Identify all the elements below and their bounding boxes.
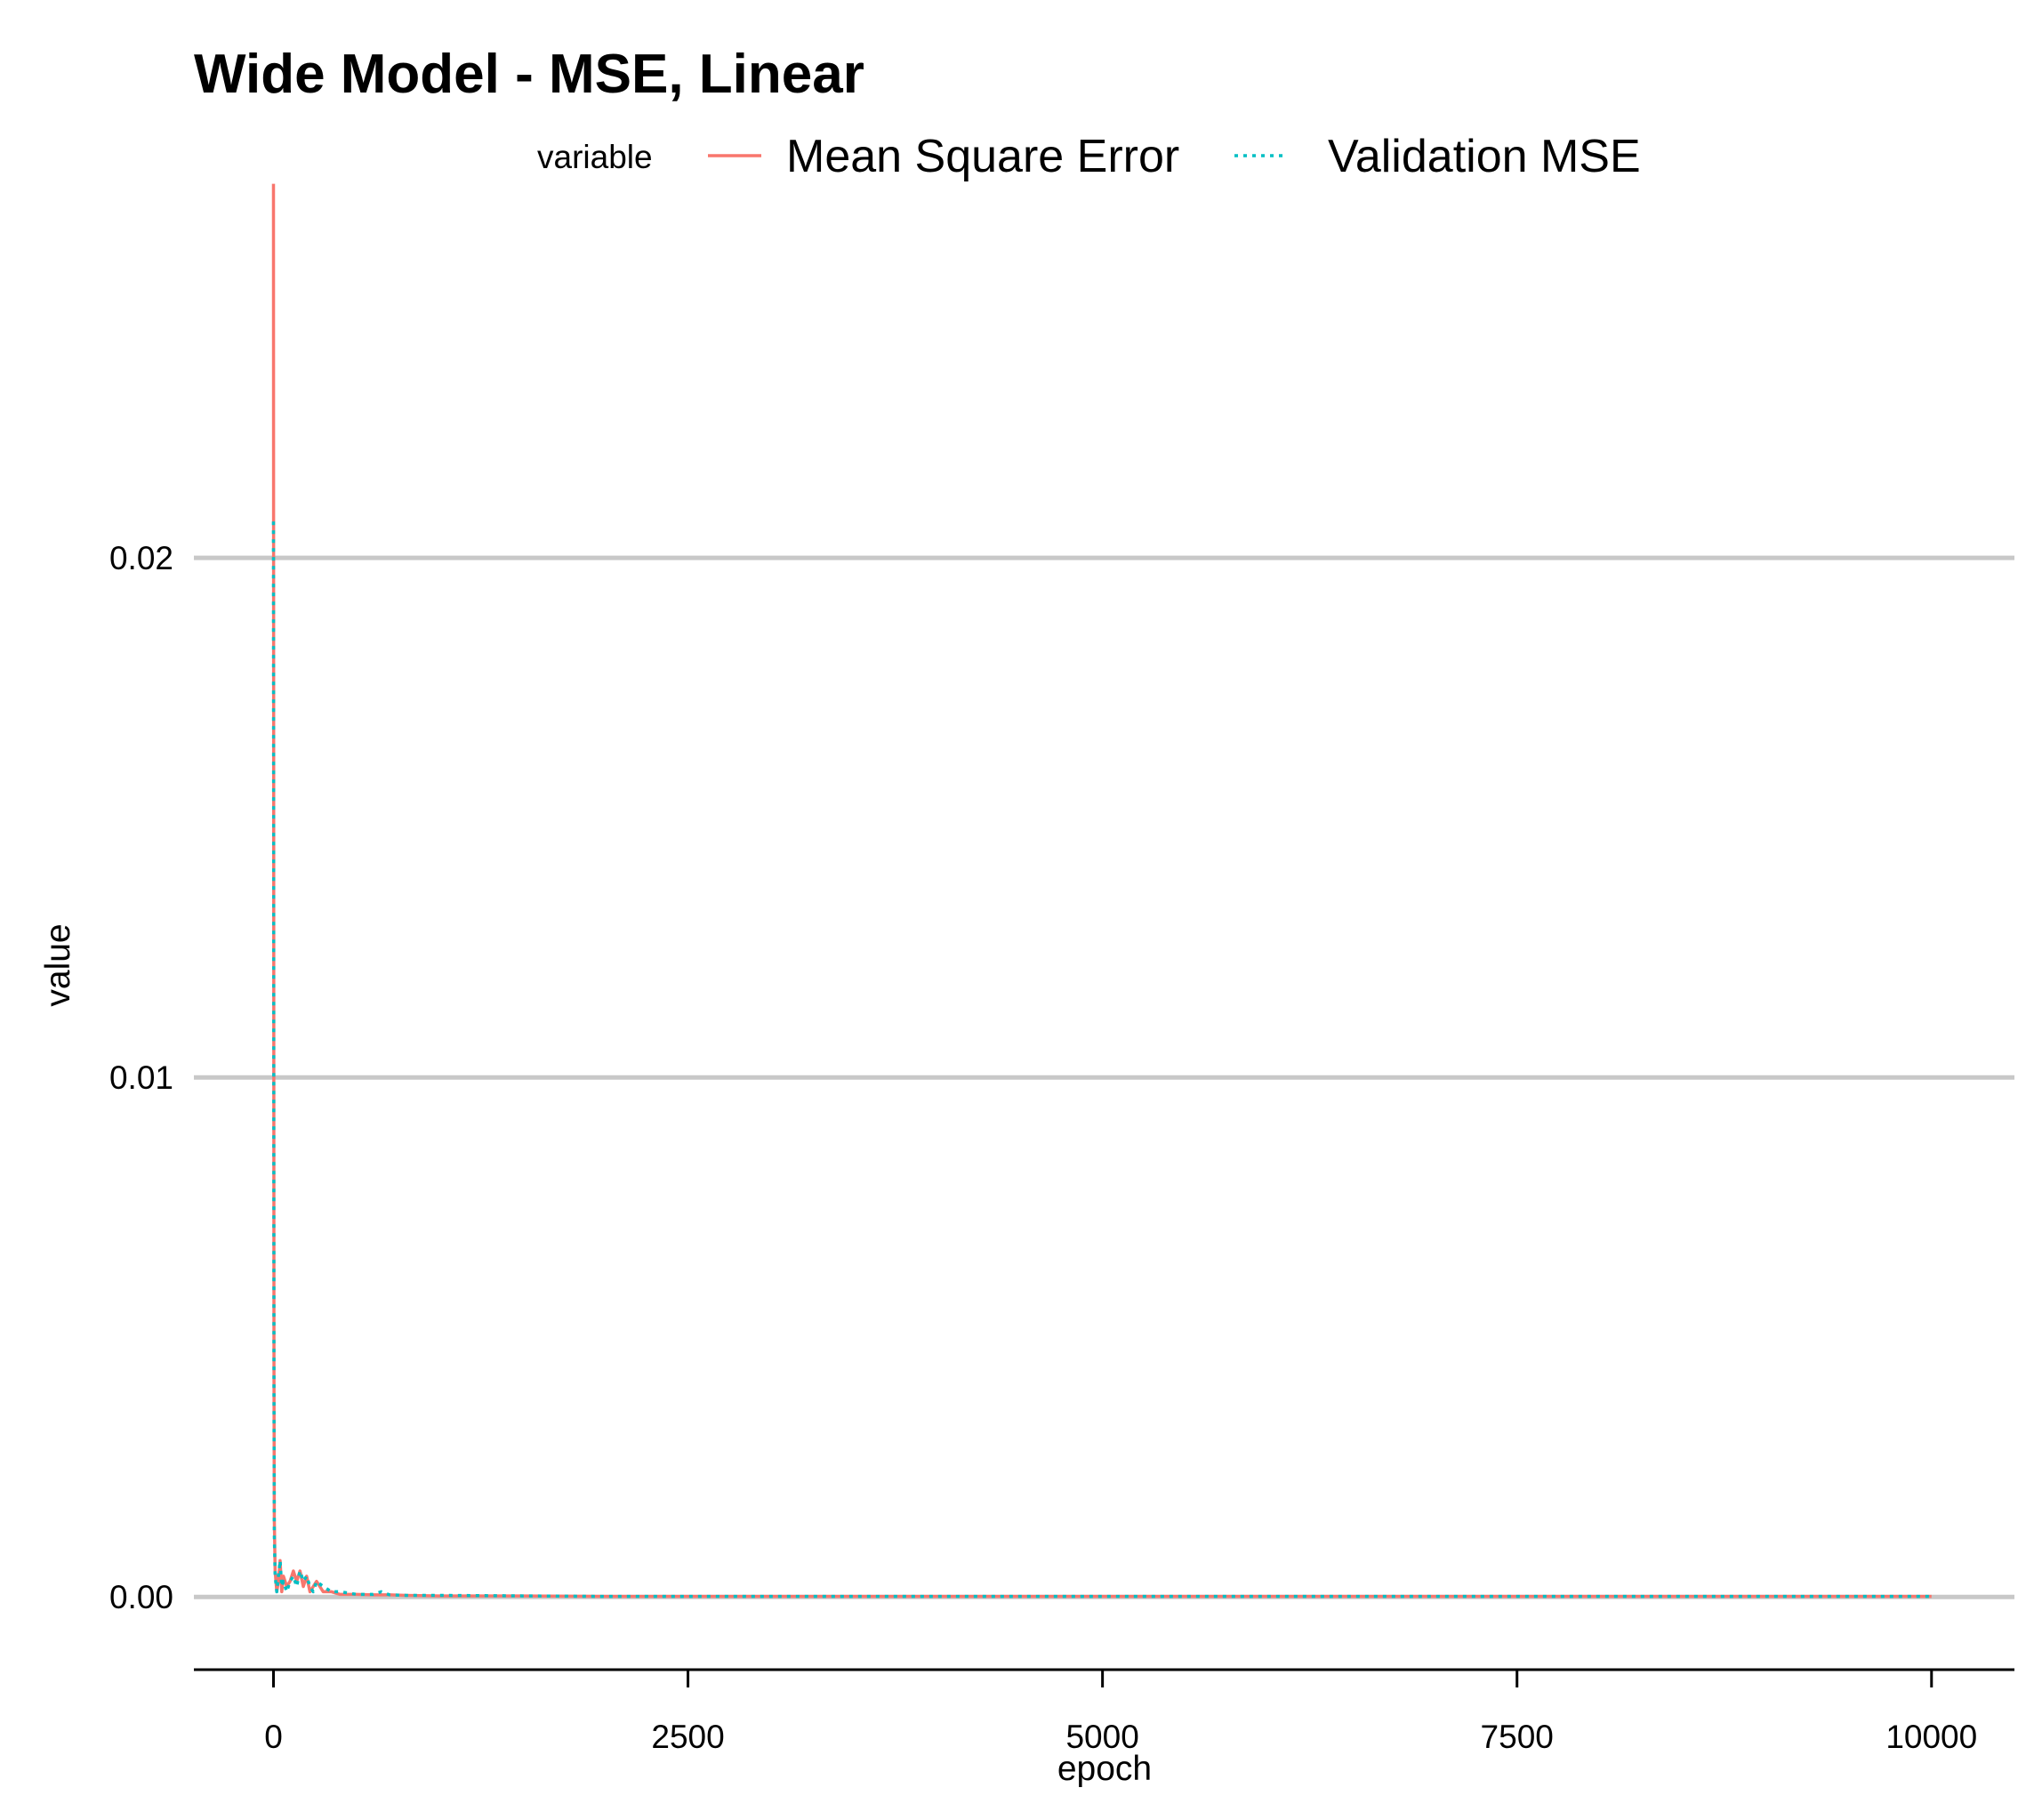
y-tick-label-0-01: 0.01 (109, 1059, 173, 1096)
y-tick-label-0-02: 0.02 (109, 540, 173, 576)
gridlines (194, 555, 2014, 1599)
x-tick-label-5000: 5000 (1065, 1719, 1138, 1755)
x-tick-label-10000: 10000 (1885, 1719, 1977, 1755)
legend: variable Mean Square Error Validation MS… (537, 131, 1641, 182)
legend-label-mean-square-error: Mean Square Error (786, 131, 1179, 182)
x-axis: 0 2500 5000 7500 10000 (194, 1668, 2014, 1755)
y-axis-label: value (39, 923, 77, 1006)
x-tick-label-2500: 2500 (651, 1719, 724, 1755)
x-axis-label: epoch (1057, 1750, 1152, 1788)
y-axis: 0.00 0.01 0.02 (109, 540, 173, 1615)
legend-title: variable (537, 139, 653, 175)
series-line-validation-mse (271, 521, 1932, 1599)
x-tick-label-0: 0 (264, 1719, 283, 1755)
y-tick-label-0-00: 0.00 (109, 1579, 173, 1615)
series-lines (271, 183, 1932, 1599)
legend-label-validation-mse: Validation MSE (1328, 131, 1641, 182)
x-tick-label-7500: 7500 (1481, 1719, 1554, 1755)
series-line-mean-square-error (271, 183, 1932, 1599)
chart-title: Wide Model - MSE, Linear (194, 44, 864, 105)
